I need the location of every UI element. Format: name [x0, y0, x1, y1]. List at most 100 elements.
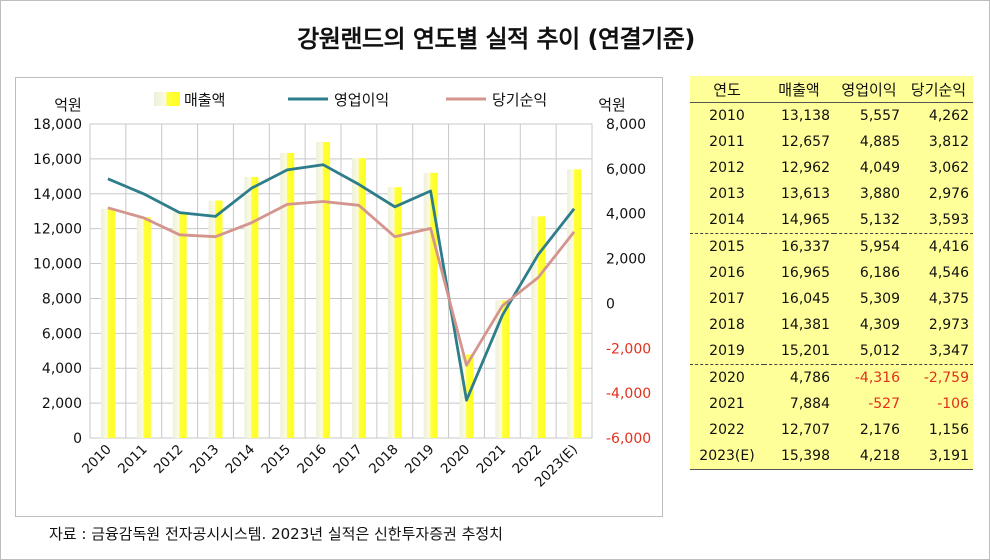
table-value-cell: -106 — [904, 391, 973, 417]
right-axis-tick-label: 2,000 — [606, 252, 646, 268]
left-axis-tick-label: 10,000 — [33, 257, 82, 273]
legend-label: 당기순익 — [492, 91, 547, 109]
data-table: 연도 매출액 영업이익 당기순익 2010 13,138 5,557 4,262 2011 12… — [690, 76, 973, 470]
table-value-cell: 14,965 — [764, 207, 834, 234]
table-row: 2013 13,613 3,880 2,976 — [690, 181, 973, 207]
table-year-cell: 2020 — [690, 364, 764, 391]
page-title: 강원랜드의 연도별 실적 추이 (연결기준) — [297, 25, 695, 53]
data-table-container: 연도 매출액 영업이익 당기순익 2010 13,138 5,557 4,262 2011 12… — [690, 76, 973, 470]
table-row: 2012 12,962 4,049 3,062 — [690, 155, 973, 181]
table-header-cell: 당기순익 — [904, 76, 973, 103]
table-value-cell: 1,156 — [904, 417, 973, 443]
x-axis-tick-label: 2012 — [151, 442, 187, 478]
table-year-cell: 2023(E) — [690, 443, 764, 470]
revenue-bar — [387, 187, 402, 438]
table-value-cell: 5,954 — [834, 233, 904, 260]
table-value-cell: 5,012 — [834, 338, 904, 365]
table-row: 2023(E) 15,398 4,218 3,191 — [690, 443, 973, 470]
x-axis-tick-label: 2011 — [115, 442, 151, 478]
table-value-cell: 12,657 — [764, 129, 834, 155]
revenue-bar — [351, 158, 366, 438]
table-year-cell: 2012 — [690, 155, 764, 181]
legend-swatch-revenue — [154, 92, 180, 106]
table-header-cell: 영업이익 — [834, 76, 904, 103]
table-row: 2014 14,965 5,132 3,593 — [690, 207, 973, 234]
revenue-bar — [172, 211, 187, 438]
x-axis-tick-label: 2010 — [79, 442, 115, 478]
table-value-cell: 16,337 — [764, 233, 834, 260]
table-value-cell: 4,049 — [834, 155, 904, 181]
table-header-row: 연도 매출액 영업이익 당기순익 — [690, 76, 973, 103]
operating-profit-line — [107, 163, 576, 402]
right-axis-tick-label: -2,000 — [606, 341, 651, 357]
table-header-cell: 매출액 — [764, 76, 834, 103]
table-value-cell: 13,613 — [764, 181, 834, 207]
table-value-cell: 16,045 — [764, 286, 834, 312]
table-year-cell: 2010 — [690, 102, 764, 129]
x-axis-tick-label: 2021 — [474, 442, 510, 478]
table-value-cell: 4,786 — [764, 364, 834, 391]
table-value-cell: 3,191 — [904, 443, 973, 470]
table-row: 2018 14,381 4,309 2,973 — [690, 312, 973, 338]
x-axis-tick-label: 2015 — [258, 442, 294, 478]
table-value-cell: -4,316 — [834, 364, 904, 391]
combo-chart: 0 2,000 4,000 6,000 8,000 10,000 12,000 14,000 1… — [33, 91, 651, 491]
table-value-cell: 3,062 — [904, 155, 973, 181]
table-row: 2015 16,337 5,954 4,416 — [690, 233, 973, 260]
table-value-cell: 2,976 — [904, 181, 973, 207]
table-year-cell: 2022 — [690, 417, 764, 443]
table-row: 2019 15,201 5,012 3,347 — [690, 338, 973, 365]
x-axis-tick-label: 2013 — [187, 442, 223, 478]
table-value-cell: 5,132 — [834, 207, 904, 234]
x-axis-tick-label: 2019 — [402, 442, 438, 478]
revenue-bar — [100, 208, 115, 438]
left-axis-tick-label: 14,000 — [33, 187, 82, 203]
right-axis-unit: 억원 — [598, 96, 626, 114]
left-axis-unit: 억원 — [54, 96, 82, 114]
x-axis-tick-label: 2020 — [438, 442, 474, 478]
table-value-cell: 2,973 — [904, 312, 973, 338]
table-value-cell: 3,347 — [904, 338, 973, 365]
table-year-cell: 2018 — [690, 312, 764, 338]
table-value-cell: 3,593 — [904, 207, 973, 234]
table-value-cell: 5,309 — [834, 286, 904, 312]
net-income-line — [107, 200, 576, 367]
left-axis-tick-label: 8,000 — [42, 291, 82, 307]
table-value-cell: 4,885 — [834, 129, 904, 155]
revenue-bar — [136, 217, 151, 438]
table-value-cell: 12,962 — [764, 155, 834, 181]
table-row: 2010 13,138 5,557 4,262 — [690, 102, 973, 129]
legend-label: 매출액 — [184, 91, 225, 109]
x-axis-tick-label: 2014 — [223, 442, 259, 478]
table-value-cell: 15,201 — [764, 338, 834, 365]
table-value-cell: 13,138 — [764, 102, 834, 129]
table-value-cell: 14,381 — [764, 312, 834, 338]
revenue-bar — [208, 200, 223, 438]
table-value-cell: 4,262 — [904, 102, 973, 129]
table-value-cell: 4,218 — [834, 443, 904, 470]
left-axis-tick-label: 0 — [73, 431, 82, 447]
table-year-cell: 2019 — [690, 338, 764, 365]
table-value-cell: 7,884 — [764, 391, 834, 417]
left-axis-tick-label: 2,000 — [42, 396, 82, 412]
table-row: 2016 16,965 6,186 4,546 — [690, 260, 973, 286]
source-note: 자료 : 금융감독원 전자공시시스템. 2023년 실적은 신한투자증권 추정치 — [49, 525, 503, 543]
table-year-cell: 2021 — [690, 391, 764, 417]
left-axis-tick-label: 16,000 — [33, 152, 82, 168]
table-value-cell: -2,759 — [904, 364, 973, 391]
table-row: 2021 7,884 -527 -106 — [690, 391, 973, 417]
table-row: 2022 12,707 2,176 1,156 — [690, 417, 973, 443]
chart-area: 0 2,000 4,000 6,000 8,000 10,000 12,000 14,000 1… — [15, 77, 663, 517]
left-axis-tick-label: 12,000 — [33, 222, 82, 238]
table-year-cell: 2017 — [690, 286, 764, 312]
right-axis-tick-label: -4,000 — [606, 386, 651, 402]
right-axis-tick-label: 8,000 — [606, 117, 646, 133]
table-year-cell: 2016 — [690, 260, 764, 286]
revenue-bar — [495, 300, 510, 438]
table-year-cell: 2011 — [690, 129, 764, 155]
table-value-cell: 2,176 — [834, 417, 904, 443]
table-year-cell: 2014 — [690, 207, 764, 234]
table-value-cell: 6,186 — [834, 260, 904, 286]
right-axis-tick-label: 6,000 — [606, 162, 646, 178]
